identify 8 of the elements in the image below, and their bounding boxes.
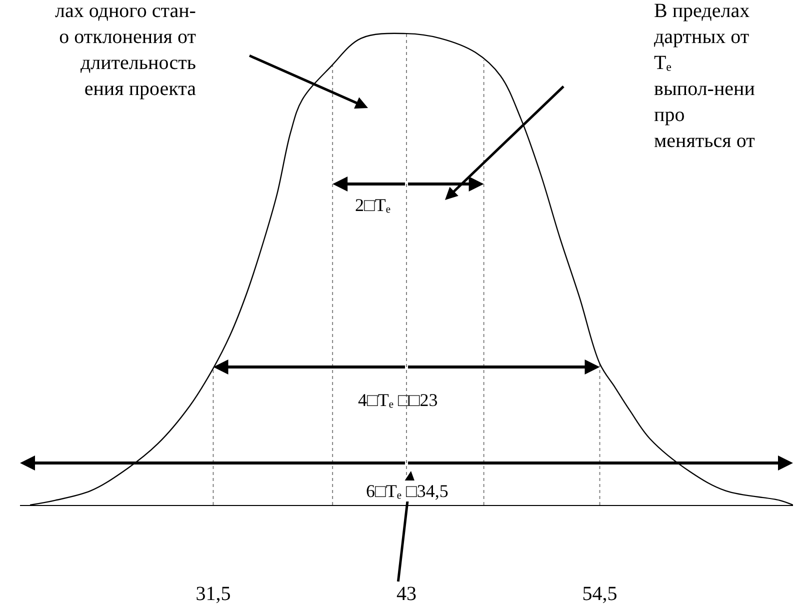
- annotation: 2□Tₑ: [355, 195, 391, 215]
- x-tick-label: 31,5: [196, 583, 231, 605]
- x-tick-label: 43: [396, 583, 416, 605]
- annotation: В пределах дартных от Tₑ выпол-нени про меняться от: [654, 0, 756, 152]
- annotation: лах одного стан- о отклонения от длительность ения проекта: [55, 0, 196, 100]
- x-tick-label: 54,5: [582, 583, 618, 605]
- annotation: 4□Tₑ □□23: [358, 390, 438, 410]
- annotation: 6□Tₑ □34,5: [366, 481, 448, 501]
